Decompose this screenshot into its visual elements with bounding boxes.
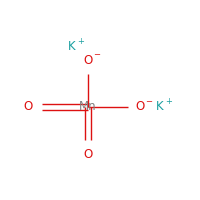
Text: O: O <box>135 100 145 114</box>
Text: O: O <box>83 53 93 66</box>
Text: +: + <box>165 98 172 106</box>
Text: O: O <box>23 100 33 114</box>
Text: Mn: Mn <box>79 100 97 114</box>
Text: K: K <box>68 40 76 53</box>
Text: −: − <box>93 50 100 60</box>
Text: K: K <box>156 100 164 114</box>
Text: +: + <box>77 38 84 46</box>
Text: O: O <box>83 148 93 162</box>
Text: −: − <box>145 98 152 106</box>
